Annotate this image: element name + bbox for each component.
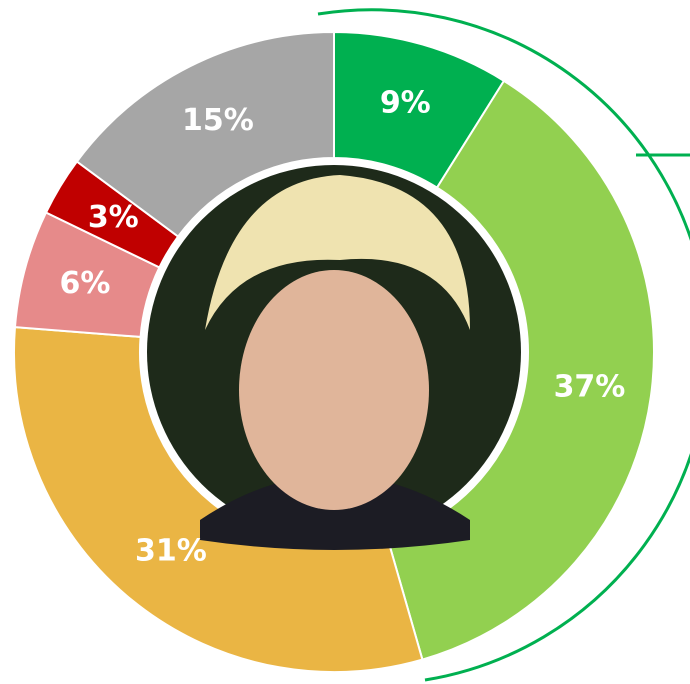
value-label: 37% bbox=[554, 369, 626, 404]
value-label: 15% bbox=[182, 103, 254, 138]
photo-hair bbox=[205, 175, 470, 330]
value-label: 6% bbox=[59, 266, 110, 301]
value-label: 31% bbox=[135, 533, 207, 568]
photo-face bbox=[239, 270, 429, 510]
decoration bbox=[317, 8, 690, 682]
value-label: 9% bbox=[380, 86, 431, 121]
labels: 9% 37% 31% 6% 3% 15% bbox=[59, 86, 625, 569]
photo-shoulders bbox=[200, 475, 470, 550]
highlight-arc bbox=[317, 8, 690, 682]
value-label: 3% bbox=[88, 200, 139, 235]
photo bbox=[140, 158, 528, 550]
